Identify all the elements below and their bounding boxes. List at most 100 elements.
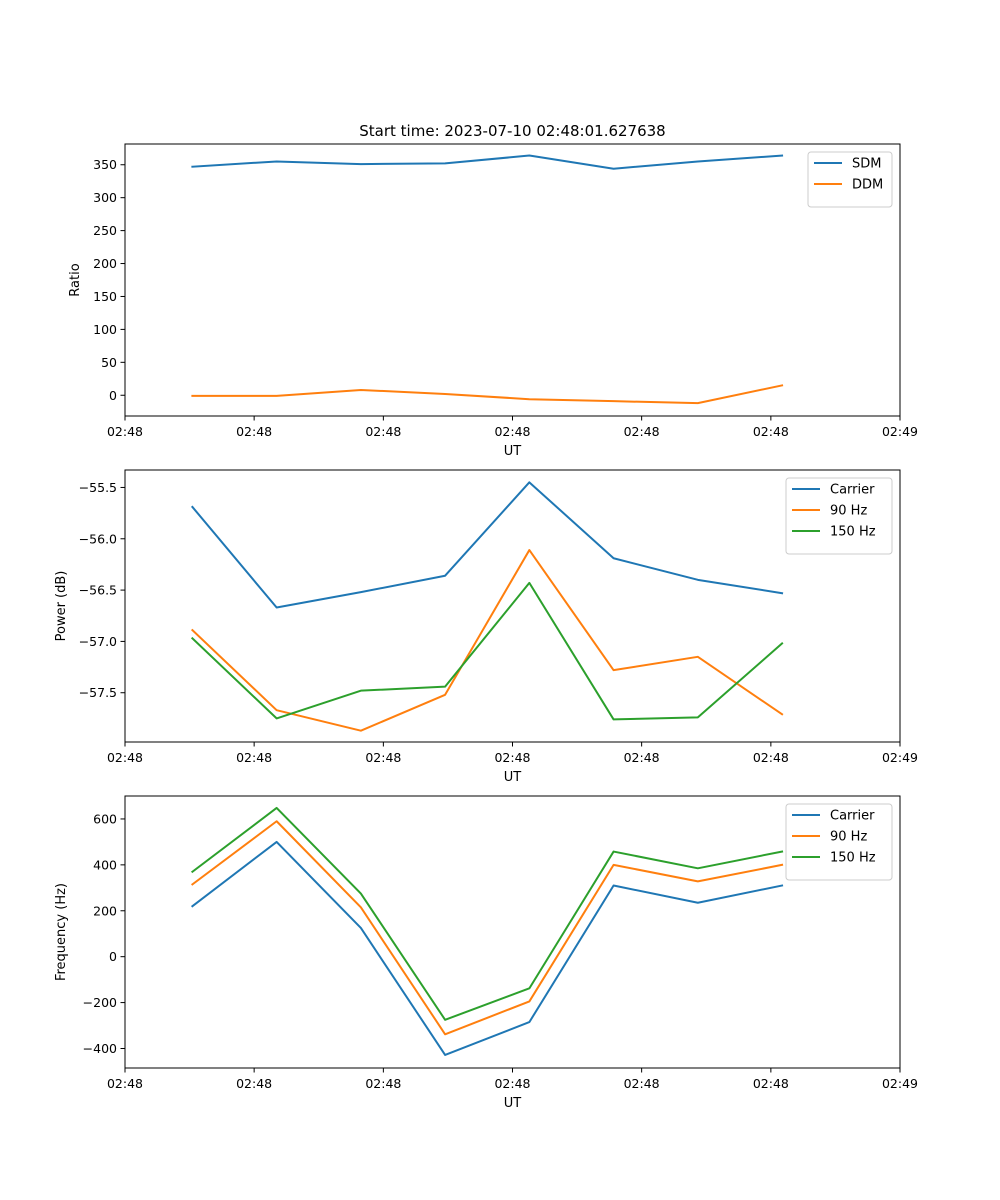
data-point	[191, 637, 193, 639]
x-tick-label: 02:48	[624, 1076, 660, 1091]
legend-label: 150 Hz	[830, 851, 876, 866]
legend-label: DDM	[852, 178, 883, 193]
x-tick-label: 02:48	[365, 750, 401, 765]
x-tick-label: 02:48	[494, 424, 530, 439]
x-tick-label: 02:48	[494, 1076, 530, 1091]
figure-title: Start time: 2023-07-10 02:48:01.627638	[359, 122, 665, 140]
data-point	[444, 162, 446, 164]
y-axis-label: Power (dB)	[54, 571, 69, 642]
data-point	[528, 1021, 530, 1023]
data-point	[781, 713, 783, 715]
data-point	[528, 481, 530, 483]
y-tick-label: −57.5	[79, 685, 117, 700]
data-point	[276, 807, 278, 809]
legend-label: Carrier	[830, 809, 875, 824]
y-tick-label: 400	[93, 857, 117, 872]
x-tick-label: 02:48	[107, 424, 143, 439]
y-tick-label: 300	[93, 190, 117, 205]
legend-frame	[785, 477, 893, 555]
data-point	[444, 694, 446, 696]
x-tick-label: 02:48	[624, 750, 660, 765]
data-point	[697, 880, 699, 882]
data-point	[528, 398, 530, 400]
series-line-ddm	[191, 384, 784, 405]
data-point	[697, 867, 699, 869]
data-point	[613, 864, 615, 866]
x-axis-label: UT	[504, 444, 522, 459]
x-tick-label: 02:49	[882, 1076, 918, 1091]
panels: 02:48 02:48 02:48 02:48 02:48 02:48 02:49 0 50 10…	[54, 143, 918, 1111]
x-tick-label: 02:48	[365, 424, 401, 439]
series-line-sdm	[191, 154, 784, 170]
data-point	[191, 905, 193, 907]
series-line-carrier	[190, 840, 784, 1056]
y-tick-label: 50	[101, 355, 117, 370]
data-point	[781, 384, 783, 386]
data-point	[781, 851, 783, 853]
series-line-carrier	[190, 481, 784, 609]
y-tick-label: 350	[93, 157, 117, 172]
data-point	[613, 168, 615, 170]
y-tick-label: 600	[93, 811, 117, 826]
y-tick-label: −400	[83, 1041, 117, 1056]
data-point	[276, 717, 278, 719]
data-point	[360, 906, 362, 908]
data-point	[528, 155, 530, 157]
legend-frame	[785, 803, 893, 881]
data-point	[781, 885, 783, 887]
y-tick-label: −200	[83, 995, 117, 1010]
legend: SDM DDM	[807, 151, 893, 208]
x-tick-label: 02:48	[494, 750, 530, 765]
y-tick-label: −55.5	[79, 480, 117, 495]
data-point	[528, 1000, 530, 1002]
data-point	[444, 1033, 446, 1035]
data-point	[191, 883, 193, 885]
y-tick-label: −56.0	[79, 531, 117, 546]
data-point	[360, 690, 362, 692]
y-tick-label: −56.5	[79, 583, 117, 598]
data-point	[613, 718, 615, 720]
y-tick-label: −57.0	[79, 634, 117, 649]
chart-panel-1: 02:48 02:48 02:48 02:48 02:48 02:48 02:49 0 50 10…	[68, 143, 918, 459]
y-axis-label: Frequency (Hz)	[54, 883, 69, 981]
y-tick-label: 250	[93, 223, 117, 238]
chart-panel-2: 02:48 02:48 02:48 02:48 02:48 02:48 02:49 −57.5…	[54, 469, 918, 785]
data-point	[697, 716, 699, 718]
legend: Carrier 90 Hz 150 Hz	[785, 477, 893, 555]
series-line-150-hz	[190, 806, 784, 1021]
x-tick-label: 02:48	[107, 1076, 143, 1091]
y-tick-label: 0	[109, 388, 117, 403]
data-point	[781, 155, 783, 157]
data-point	[444, 575, 446, 577]
x-tick-label: 02:48	[236, 750, 272, 765]
y-axis-label: Ratio	[68, 263, 83, 296]
x-tick-label: 02:48	[107, 750, 143, 765]
data-point	[444, 1054, 446, 1056]
data-point	[360, 163, 362, 165]
x-tick-label: 02:48	[753, 1076, 789, 1091]
data-point	[697, 402, 699, 404]
data-point	[276, 607, 278, 609]
data-point	[191, 395, 193, 397]
axes-frame	[124, 143, 901, 417]
series-line-90-hz	[190, 549, 784, 732]
x-tick-label: 02:49	[882, 750, 918, 765]
series-line-150-hz	[190, 581, 784, 721]
data-point	[191, 166, 193, 168]
data-point	[360, 927, 362, 929]
data-point	[191, 629, 193, 631]
x-tick-label: 02:49	[882, 424, 918, 439]
data-point	[613, 851, 615, 853]
data-point	[191, 871, 193, 873]
data-point	[697, 160, 699, 162]
data-point	[613, 885, 615, 887]
y-tick-label: 0	[109, 949, 117, 964]
data-point	[360, 893, 362, 895]
x-axis-label: UT	[504, 1096, 522, 1111]
x-tick-label: 02:48	[624, 424, 660, 439]
data-point	[528, 582, 530, 584]
series-line-90-hz	[190, 820, 784, 1036]
data-point	[781, 642, 783, 644]
data-point	[697, 902, 699, 904]
